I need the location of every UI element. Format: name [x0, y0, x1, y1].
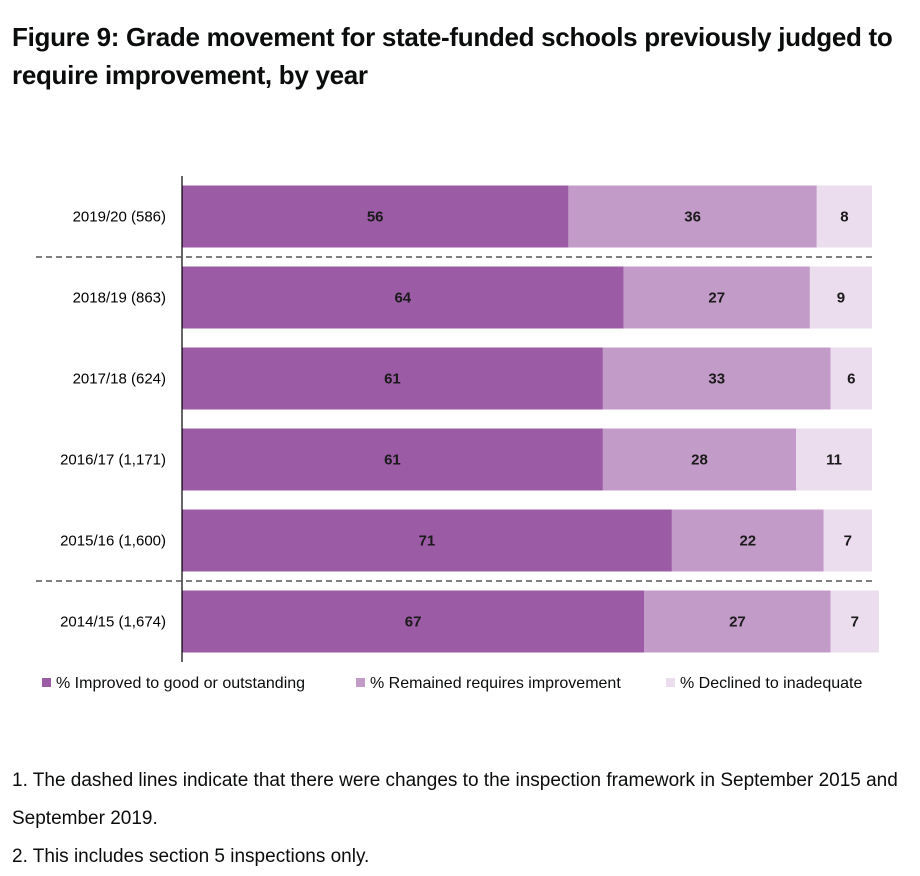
- data-label: 28: [691, 452, 708, 469]
- data-label: 27: [729, 614, 746, 631]
- bar-segment: [602, 347, 831, 410]
- bar-segment: [623, 266, 810, 329]
- bar-segment: [671, 509, 824, 572]
- data-label: 6: [847, 371, 855, 388]
- bar-segment: [182, 428, 603, 491]
- legend-swatch: [42, 678, 51, 687]
- data-label: 11: [826, 452, 842, 469]
- plot-area: 2019/20 (586) 56 36 8 2018/19 (863) 64 27 9 2017…: [36, 176, 879, 662]
- bar-segment: [602, 428, 797, 491]
- bar-segment: [568, 185, 817, 248]
- legend-label: % Improved to good or outstanding: [56, 675, 305, 692]
- category-label: 2019/20 (586): [73, 209, 166, 226]
- footnote-1: 1. The dashed lines indicate that there …: [12, 770, 898, 829]
- data-label: 36: [684, 209, 701, 226]
- data-label: 7: [844, 533, 852, 550]
- bar-segment: [182, 590, 645, 653]
- bar-segment: [182, 266, 624, 329]
- bar-segment: [830, 590, 879, 653]
- data-label: 71: [419, 533, 436, 550]
- data-label: 64: [394, 290, 411, 307]
- data-label: 61: [384, 371, 401, 388]
- chart-title: Figure 9: Grade movement for state-funde…: [12, 22, 893, 90]
- bar-segment: [830, 347, 872, 410]
- stacked-bar-chart: 2019/20 (586) 56 36 8 2018/19 (863) 64 27 9 2017…: [36, 176, 879, 692]
- legend: % Improved to good or outstanding % Remai…: [42, 675, 862, 692]
- data-label: 61: [384, 452, 401, 469]
- data-label: 56: [367, 209, 384, 226]
- data-label: 27: [708, 290, 725, 307]
- bar-segment: [809, 266, 872, 329]
- data-label: 9: [837, 290, 845, 307]
- category-label: 2015/16 (1,600): [60, 533, 166, 550]
- bar-segment: [823, 509, 872, 572]
- category-label: 2017/18 (624): [73, 371, 166, 388]
- bar-segment: [796, 428, 872, 491]
- legend-swatch: [666, 678, 675, 687]
- legend-label: % Remained requires improvement: [370, 675, 621, 692]
- data-label: 33: [708, 371, 725, 388]
- footnotes: 1. The dashed lines indicate that there …: [12, 762, 912, 876]
- footnote-2: 2. This includes section 5 inspections o…: [12, 846, 370, 867]
- data-label: 7: [851, 614, 859, 631]
- category-label: 2018/19 (863): [73, 290, 166, 307]
- data-label: 22: [739, 533, 756, 550]
- data-label: 67: [405, 614, 422, 631]
- legend-swatch: [356, 678, 365, 687]
- bar-segment: [644, 590, 831, 653]
- bar-segment: [816, 185, 872, 248]
- bar-segment: [182, 185, 569, 248]
- data-label: 8: [840, 209, 848, 226]
- bar-segment: [182, 509, 672, 572]
- bar-segment: [182, 347, 603, 410]
- category-label: 2014/15 (1,674): [60, 614, 166, 631]
- category-label: 2016/17 (1,171): [60, 452, 166, 469]
- legend-label: % Declined to inadequate: [680, 675, 862, 692]
